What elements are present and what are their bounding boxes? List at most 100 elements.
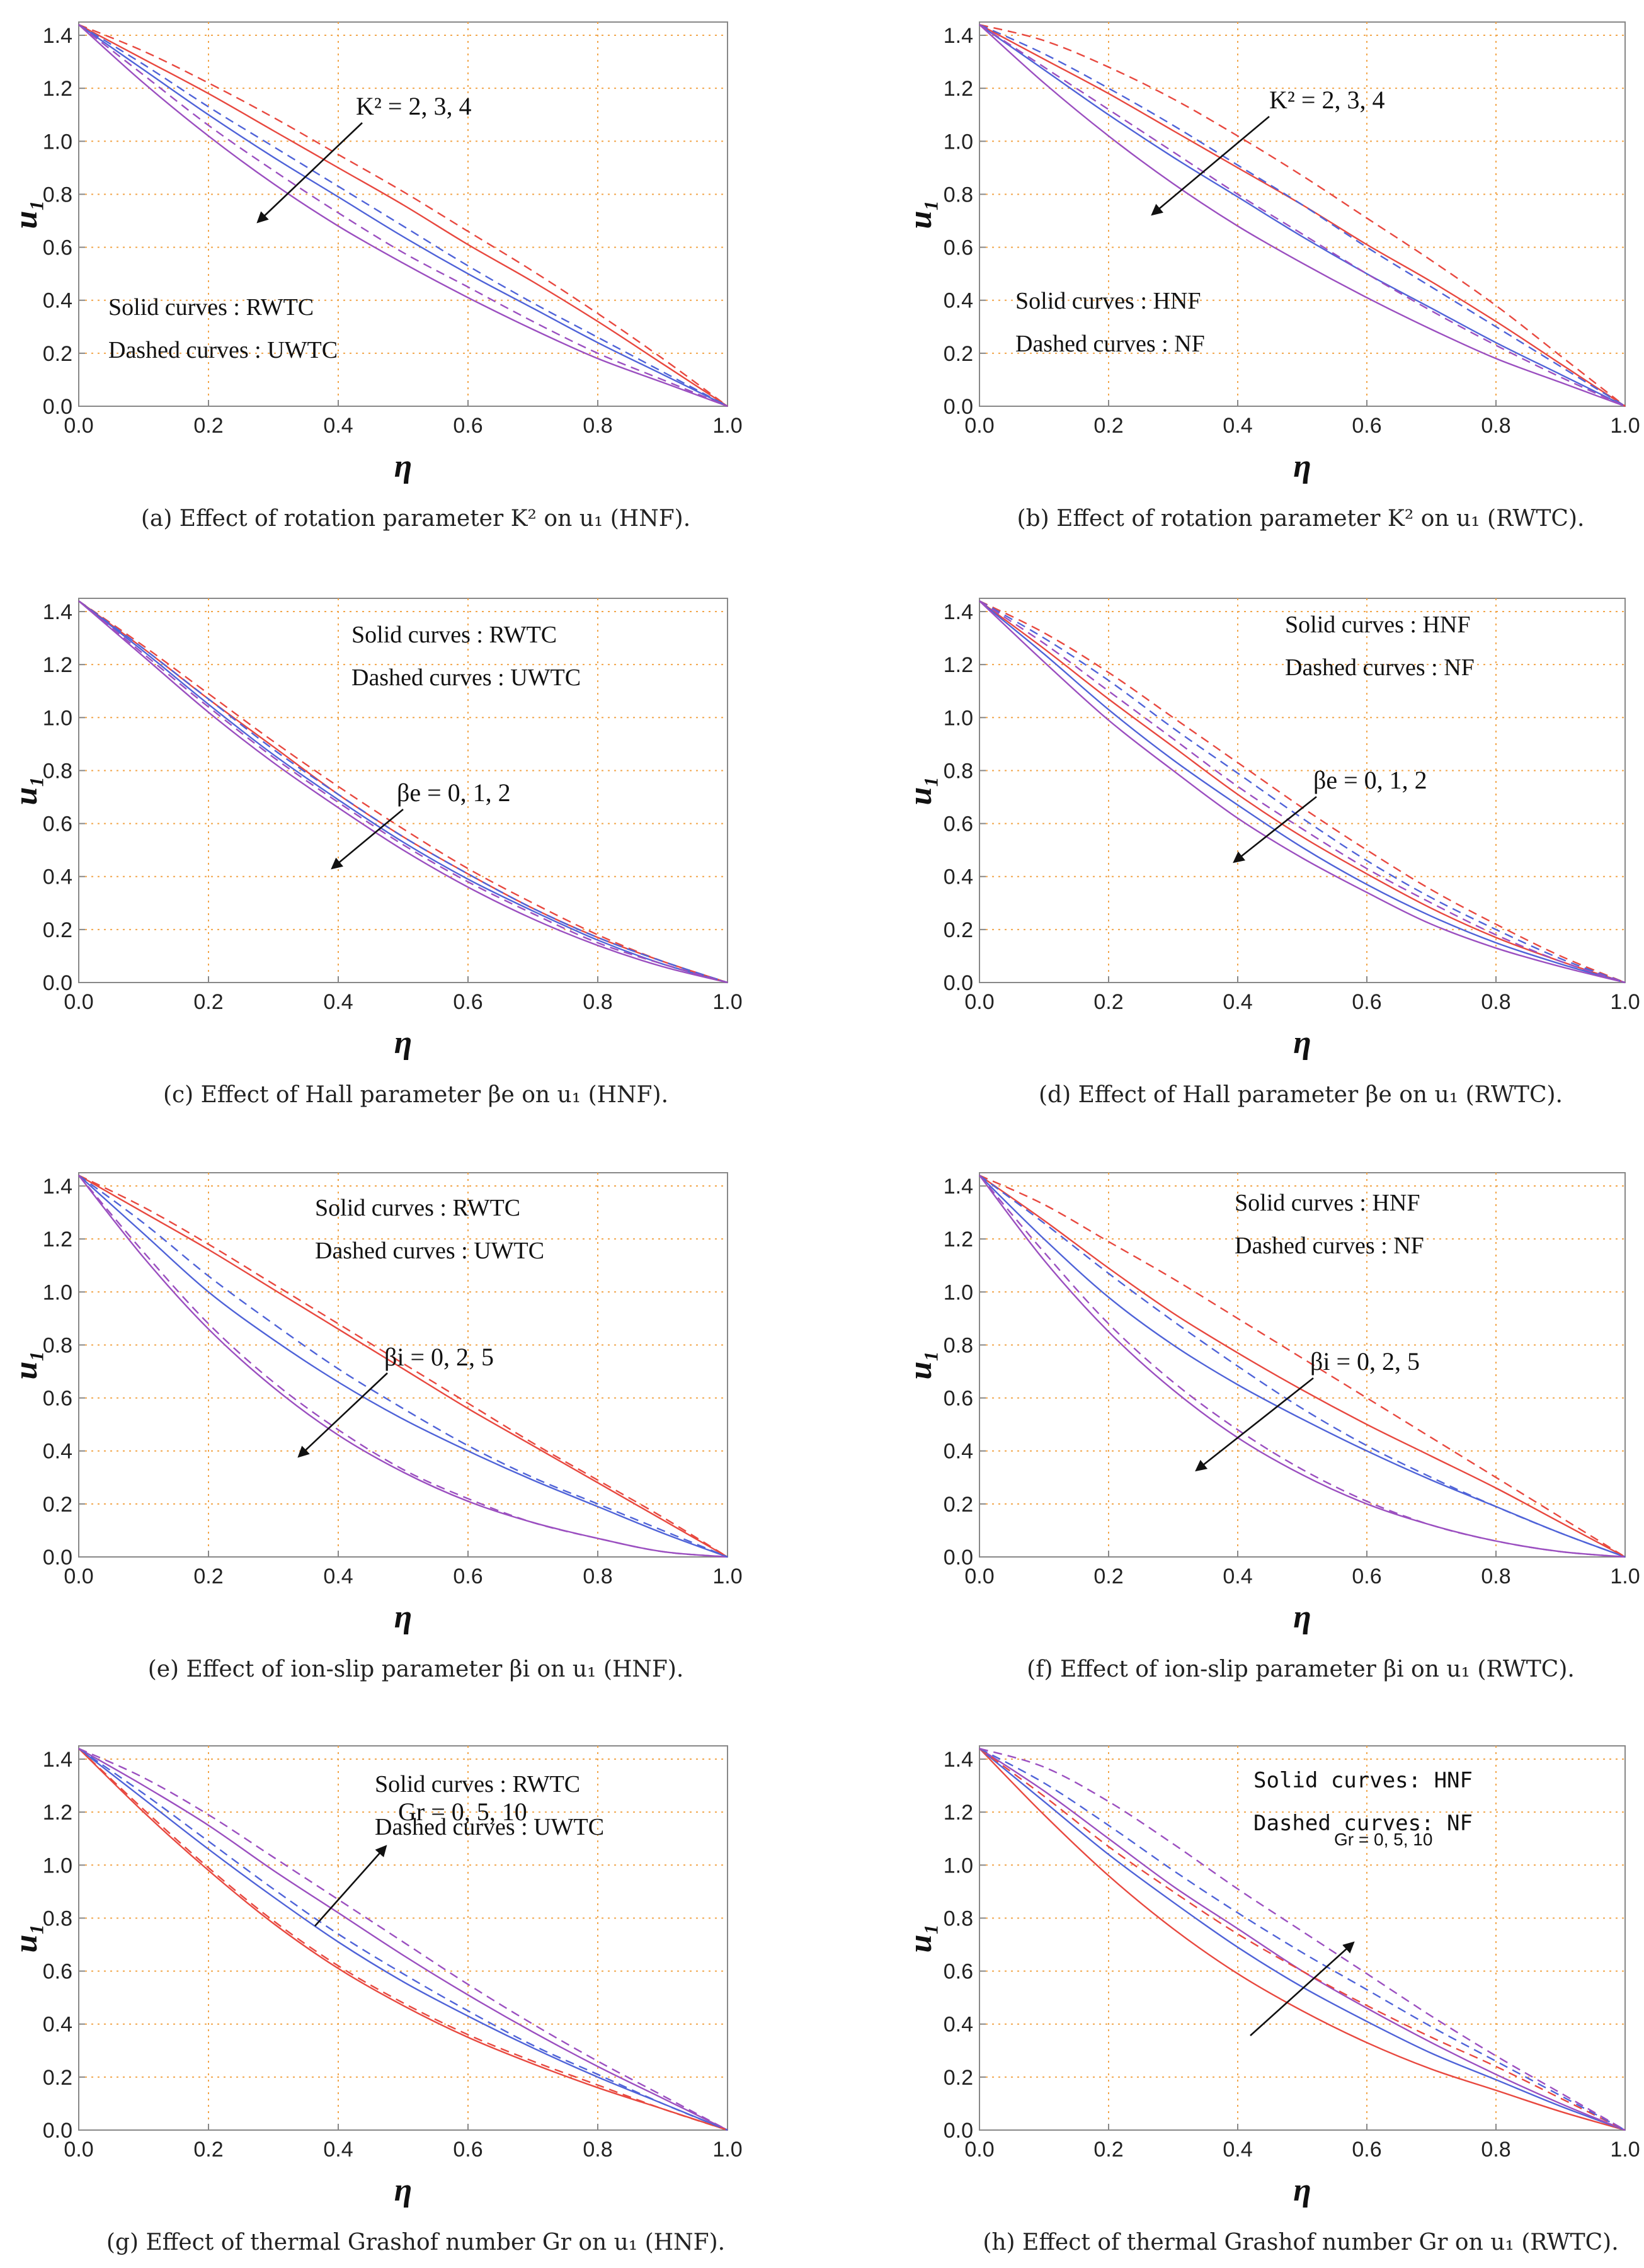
- x-tick-label: 0.8: [1481, 990, 1510, 1014]
- y-tick-label: 0.6: [944, 1387, 973, 1411]
- y-tick-label: 0.2: [43, 342, 72, 366]
- plot-frame: [78, 1745, 728, 2131]
- x-axis-title: η: [394, 2172, 413, 2208]
- y-tick-label: 0.6: [43, 236, 72, 260]
- y-tick-label: 0.8: [43, 183, 72, 207]
- plot-frame: [979, 598, 1626, 983]
- y-tick-label: 1.4: [43, 1748, 72, 1772]
- x-tick-label: 0.0: [64, 990, 93, 1014]
- series-line-dashed-4: [78, 1748, 728, 2131]
- x-tick-label: 0.2: [1093, 990, 1123, 1014]
- legend-line-solid: Solid curves : RWTC: [375, 1771, 580, 1798]
- series-line-dashed-4: [979, 1175, 1626, 1558]
- x-tick-label: 0.4: [323, 1564, 353, 1588]
- legend-line-dashed: Dashed curves : UWTC: [351, 664, 581, 691]
- chart-panel-a: 0.0 0.2 0.4 0.6 0.8 1.0 0.0 0.2 0.4 0.6 0.8 1.0 1.2 1…: [8, 21, 743, 532]
- series-line-dashed-4: [78, 24, 728, 407]
- y-tick-label: 0.8: [944, 1333, 973, 1357]
- legend-line-dashed: Dashed curves : NF: [1015, 331, 1205, 357]
- x-tick-label: 0.6: [453, 414, 482, 438]
- y-axis-title: u₁: [903, 1923, 939, 1952]
- y-tick-label: 1.0: [944, 706, 973, 730]
- y-tick-label: 0.2: [944, 2066, 973, 2090]
- chart-panel-d: 0.0 0.2 0.4 0.6 0.8 1.0 0.0 0.2 0.4 0.6 0.8 1.0 1.2 1…: [903, 598, 1640, 1108]
- plot-frame: [78, 598, 728, 983]
- panel-caption: (c) Effect of Hall parameter βe on u₁ (H…: [163, 1082, 668, 1108]
- y-tick-label: 0.2: [944, 342, 973, 366]
- x-tick-label: 0.6: [1352, 990, 1381, 1014]
- x-tick-label: 0.4: [323, 990, 353, 1014]
- x-tick-label: 0.0: [64, 414, 93, 438]
- x-axis-title: η: [1293, 1599, 1311, 1635]
- y-tick-label: 1.2: [944, 1228, 973, 1251]
- y-tick-label: 0.0: [944, 971, 973, 995]
- y-tick-label: 1.0: [944, 1854, 973, 1878]
- y-tick-label: 0.6: [944, 236, 973, 260]
- series-line-dashed-4: [78, 600, 728, 984]
- x-tick-label: 1.0: [1610, 990, 1640, 1014]
- x-tick-label: 1.0: [1610, 414, 1640, 438]
- x-tick-label: 1.0: [712, 414, 742, 438]
- y-tick-label: 1.4: [944, 24, 973, 48]
- series-line-solid-0: [979, 600, 1626, 984]
- x-tick-label: 0.8: [1481, 2138, 1510, 2162]
- x-tick-label: 0.0: [964, 990, 994, 1014]
- series-line-dashed-5: [979, 1748, 1626, 2131]
- x-tick-label: 0.4: [1223, 414, 1252, 438]
- series-line-dashed-5: [78, 24, 728, 407]
- y-axis-title: u₁: [8, 1923, 44, 1952]
- series-line-solid-0: [78, 1175, 728, 1558]
- x-tick-label: 1.0: [712, 1564, 742, 1588]
- y-axis-title: u₁: [903, 1350, 939, 1379]
- legend-line-solid: Solid curves : HNF: [1015, 288, 1201, 314]
- series-line-dashed-4: [979, 24, 1626, 407]
- x-axis-title: η: [394, 448, 413, 484]
- y-tick-label: 1.0: [43, 1854, 72, 1878]
- legend-line-dashed: Dashed curves : NF: [1285, 654, 1475, 681]
- y-tick-label: 1.4: [944, 1748, 973, 1772]
- x-tick-label: 0.6: [453, 2138, 482, 2162]
- x-tick-label: 0.4: [323, 2138, 353, 2162]
- x-axis-title: η: [1293, 448, 1311, 484]
- y-tick-label: 0.4: [43, 865, 72, 889]
- y-tick-label: 0.8: [944, 759, 973, 783]
- x-tick-label: 0.6: [453, 990, 482, 1014]
- y-tick-label: 0.0: [43, 1546, 72, 1570]
- series-line-dashed-3: [78, 1748, 728, 2131]
- plot-frame: [979, 21, 1626, 407]
- y-tick-label: 1.2: [944, 1801, 973, 1825]
- series-line-dashed-3: [78, 1175, 728, 1558]
- series-line-solid-2: [979, 24, 1626, 407]
- series-line-solid-1: [979, 1748, 1626, 2131]
- y-tick-label: 0.4: [43, 289, 72, 313]
- legend-line-dashed: Dashed curves : UWTC: [315, 1238, 544, 1264]
- parameter-arrow: [297, 1372, 388, 1458]
- y-tick-label: 1.0: [43, 706, 72, 730]
- x-tick-label: 0.8: [583, 1564, 612, 1588]
- y-tick-label: 0.2: [43, 1493, 72, 1517]
- series-line-dashed-5: [78, 600, 728, 984]
- x-tick-label: 0.6: [1352, 414, 1381, 438]
- parameter-annotation: Gr = 0, 5, 10: [398, 1798, 527, 1826]
- y-tick-label: 0.4: [944, 289, 973, 313]
- x-tick-label: 0.6: [1352, 1564, 1381, 1588]
- series-line-dashed-4: [979, 1748, 1626, 2131]
- x-tick-label: 0.6: [453, 1564, 482, 1588]
- parameter-arrow: [1250, 1941, 1355, 2036]
- parameter-arrow: [1195, 1377, 1314, 1472]
- series-line-solid-1: [979, 24, 1626, 407]
- y-tick-label: 1.4: [944, 1175, 973, 1199]
- parameter-arrow: [314, 1845, 387, 1927]
- series-line-dashed-3: [979, 1175, 1626, 1558]
- x-tick-label: 0.4: [323, 414, 353, 438]
- y-tick-label: 1.2: [43, 77, 72, 101]
- x-tick-label: 0.0: [964, 1564, 994, 1588]
- y-tick-label: 1.0: [944, 130, 973, 154]
- panel-caption: (h) Effect of thermal Grashof number Gr …: [983, 2230, 1618, 2255]
- panel-caption: (a) Effect of rotation parameter K² on u…: [141, 506, 690, 532]
- legend-line-dashed: Dashed curves : UWTC: [375, 1814, 604, 1840]
- series-line-solid-1: [979, 600, 1626, 984]
- series-line-solid-1: [78, 1175, 728, 1558]
- y-tick-label: 0.6: [944, 1960, 973, 1984]
